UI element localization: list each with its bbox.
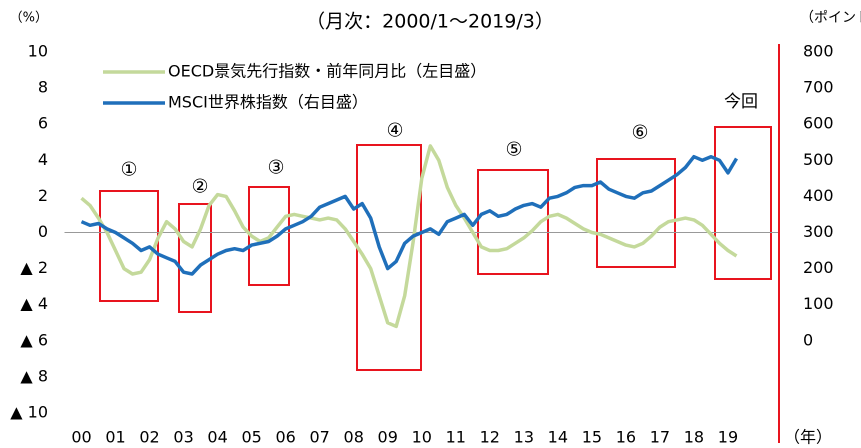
x-tick-label: 09: [378, 428, 398, 447]
y2-tick-label: 100: [803, 294, 834, 313]
x-tick-label: 18: [684, 428, 704, 447]
x-tick-label: 05: [241, 428, 261, 447]
y-tick-label: 0: [38, 222, 48, 241]
x-axis-label: （年）: [784, 428, 832, 447]
annotation: 今回: [724, 92, 758, 112]
x-tick-label: 15: [582, 428, 602, 447]
annotation: ⑥: [631, 122, 648, 144]
x-tick-label: 11: [446, 428, 466, 447]
y2-axis-label: （ポイント）: [800, 10, 861, 26]
chart-subtitle: （月次：2000/1～2019/3）: [306, 11, 554, 33]
y2-tick-label: 800: [803, 42, 834, 61]
y-tick-label: 8: [38, 78, 48, 97]
annotation: ⑤: [505, 139, 522, 161]
y-tick-label: 4: [38, 150, 48, 169]
period-box: [248, 186, 290, 286]
annotation: ④: [386, 120, 403, 142]
period-box: [178, 203, 212, 313]
x-tick-label: 10: [412, 428, 432, 447]
series-line: [80, 144, 738, 329]
x-tick-label: 08: [344, 428, 364, 447]
x-tick-label: 00: [71, 428, 91, 447]
period-box: [356, 144, 422, 371]
y-tick-label: ▲ 8: [20, 366, 48, 385]
legend-label: MSCI世界株指数（右目盛）: [168, 93, 368, 112]
x-tick-label: 02: [139, 428, 159, 447]
y-tick-label: 10: [28, 42, 48, 61]
series-line: [80, 154, 739, 276]
y-tick-label: ▲ 10: [10, 403, 48, 422]
boxes: [99, 126, 772, 371]
x-tick-label: 14: [548, 428, 568, 447]
y-tick-label: ▲ 6: [20, 330, 48, 349]
period-box: [714, 126, 772, 280]
y2-tick-label: 300: [803, 222, 834, 241]
y2-tick-label: 200: [803, 258, 834, 277]
x-tick-label: 03: [173, 428, 193, 447]
y-tick-label: 2: [38, 186, 48, 205]
period-box: [596, 158, 676, 268]
annotation: ②: [191, 176, 208, 198]
y2-tick-label: 400: [803, 186, 834, 205]
y2-tick-label: 0: [803, 330, 813, 349]
x-tick-label: 06: [275, 428, 295, 447]
x-tick-label: 01: [105, 428, 125, 447]
period-box: [99, 190, 159, 302]
x-tick-label: 12: [480, 428, 500, 447]
y-tick-label: ▲ 4: [20, 294, 48, 313]
y2-tick-label: 600: [803, 114, 834, 133]
y2-tick-label: 500: [803, 150, 834, 169]
x-tick-label: 13: [514, 428, 534, 447]
y-tick-label: ▲ 2: [20, 258, 48, 277]
period-box: [477, 169, 549, 275]
x-tick-label: 04: [207, 428, 227, 447]
x-tick-label: 07: [309, 428, 329, 447]
y-axis-label: （%）: [10, 11, 48, 26]
y2-tick-label: 700: [803, 78, 834, 97]
annotation: ①: [120, 159, 137, 181]
legend-label: OECD景気先行指数・前年同月比（左目盛）: [168, 62, 486, 81]
x-tick-label: 17: [650, 428, 670, 447]
x-tick-label: 19: [718, 428, 738, 447]
x-tick-label: 16: [616, 428, 636, 447]
annotation: ③: [267, 157, 284, 179]
y-tick-label: 6: [38, 114, 48, 133]
